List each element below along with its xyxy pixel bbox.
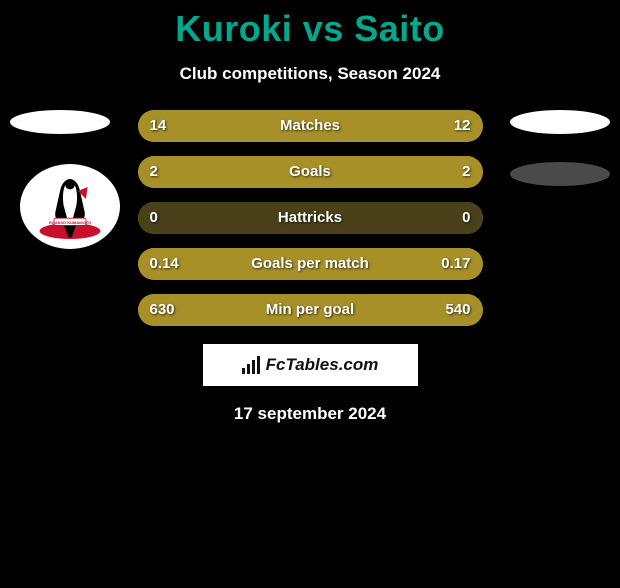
player-left-badge [10, 110, 110, 134]
stat-label: Hattricks [138, 202, 483, 234]
chart-icon [242, 356, 260, 374]
svg-text:ROASSO KUMAMOTO: ROASSO KUMAMOTO [49, 219, 91, 224]
date-label: 17 september 2024 [0, 404, 620, 424]
player-left-club-logo: ROASSO KUMAMOTO [20, 164, 120, 249]
subtitle: Club competitions, Season 2024 [0, 64, 620, 84]
player-right-badge [510, 110, 610, 134]
stat-value-right: 540 [445, 294, 470, 326]
stat-value-right: 2 [462, 156, 470, 188]
club-logo-icon: ROASSO KUMAMOTO [30, 167, 110, 247]
stat-label: Goals [138, 156, 483, 188]
page-title: Kuroki vs Saito [0, 8, 620, 50]
stats-bars: 14Matches12 2Goals2 0Hattricks0 0.14Goals p… [138, 110, 483, 326]
stat-value-right: 0.17 [441, 248, 470, 280]
stat-row: 630Min per goal540 [138, 294, 483, 326]
stat-value-right: 12 [454, 110, 471, 142]
stat-row: 2Goals2 [138, 156, 483, 188]
comparison-area: ROASSO KUMAMOTO 14Matches12 2Goals2 0Hattr… [0, 110, 620, 326]
brand-box[interactable]: FcTables.com [203, 344, 418, 386]
player-right-badge-2 [510, 162, 610, 186]
stat-row: 14Matches12 [138, 110, 483, 142]
brand-label: FcTables.com [266, 355, 379, 375]
stat-label: Min per goal [138, 294, 483, 326]
stat-row: 0Hattricks0 [138, 202, 483, 234]
stat-label: Matches [138, 110, 483, 142]
stat-row: 0.14Goals per match0.17 [138, 248, 483, 280]
stat-value-right: 0 [462, 202, 470, 234]
stat-label: Goals per match [138, 248, 483, 280]
